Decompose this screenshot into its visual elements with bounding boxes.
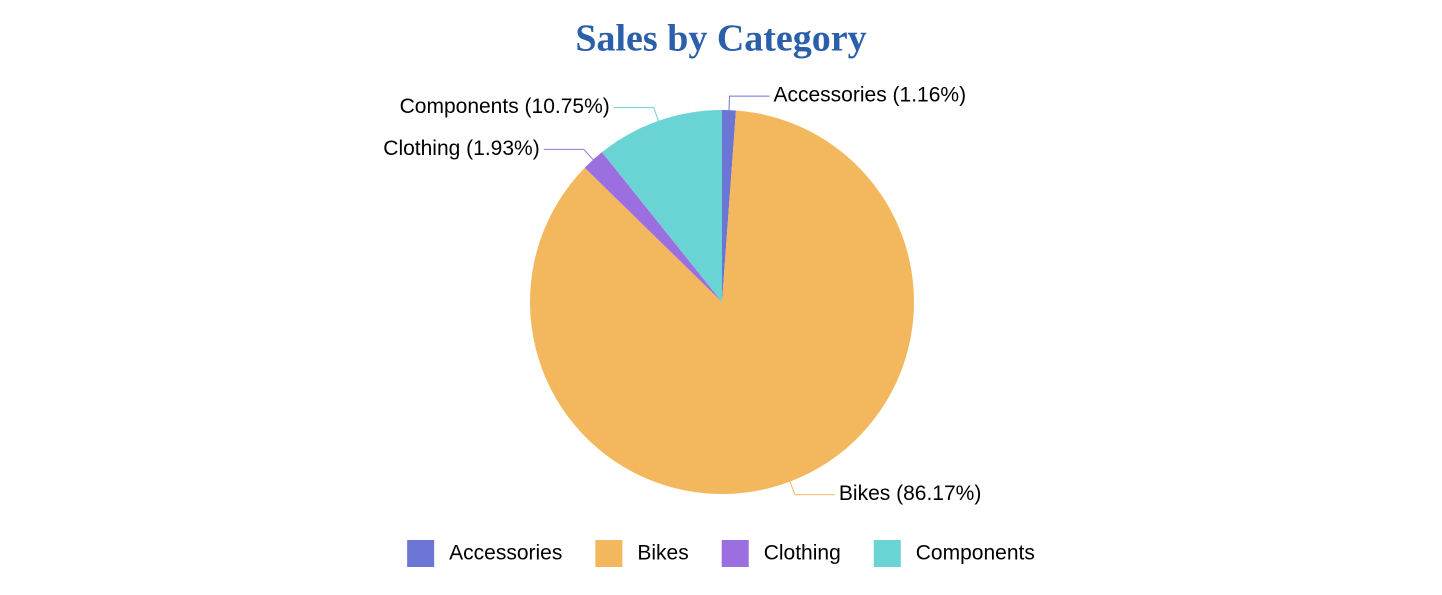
leader-line <box>728 95 770 113</box>
legend-swatch <box>407 540 435 567</box>
pie-slice <box>584 152 722 302</box>
chart-title: Sales by Category <box>575 18 866 60</box>
legend-swatch <box>595 540 623 567</box>
leader-line <box>788 479 835 496</box>
legend-swatch <box>873 540 901 567</box>
pie-slice <box>530 110 914 495</box>
leader-line <box>543 148 595 162</box>
legend-swatch <box>721 540 749 567</box>
slice-label: Clothing (1.93%) <box>383 137 539 160</box>
slice-label: Accessories (1.16%) <box>774 84 967 107</box>
pie-slice <box>722 110 736 302</box>
pie-slice <box>601 110 722 302</box>
legend-label: Clothing <box>764 542 841 565</box>
legend-label: Bikes <box>637 542 688 565</box>
slice-label: Bikes (86.17%) <box>839 482 981 505</box>
legend-label: Components <box>916 542 1035 565</box>
leader-line <box>613 107 660 123</box>
slice-label: Components (10.75%) <box>400 95 610 118</box>
legend-label: Accessories <box>449 542 562 565</box>
